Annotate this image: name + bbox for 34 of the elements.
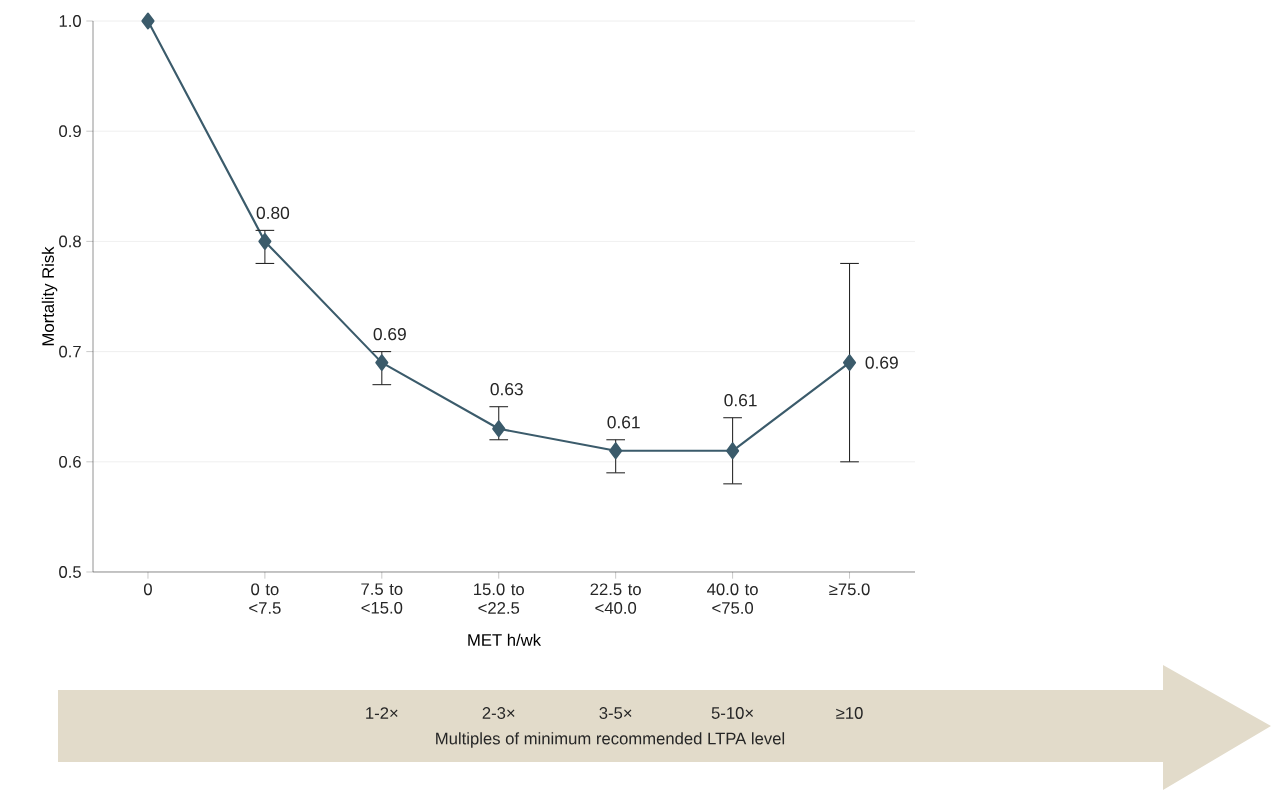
y-tick-label: 0.9 bbox=[59, 125, 81, 138]
text: Multiples of minimum recommended LTPA level bbox=[436, 732, 785, 748]
x-tick-label: 0 bbox=[143, 583, 152, 596]
x-tick-label: 7.5 to <15.0 bbox=[361, 583, 403, 614]
point bbox=[258, 233, 272, 250]
point bbox=[492, 420, 506, 438]
y-tick-label: 0.5 bbox=[59, 566, 81, 578]
y-tick-label: 1.0 bbox=[59, 15, 81, 27]
x-tick-label: 15.0 to <22.5 bbox=[474, 583, 524, 614]
point bbox=[141, 12, 155, 30]
x-tick-label: ≥75.0 bbox=[829, 583, 870, 596]
x-axis-title: MET h/wk bbox=[468, 633, 542, 646]
point bbox=[842, 354, 857, 372]
text: 1-2× bbox=[366, 707, 398, 719]
text: 2-3× bbox=[482, 707, 515, 719]
y-tick-label: 0.8 bbox=[59, 235, 81, 248]
data-label: 0.80 bbox=[256, 206, 290, 219]
point bbox=[609, 442, 623, 460]
point bbox=[375, 354, 389, 372]
text: 5-10× bbox=[711, 707, 753, 719]
y-axis-title: Mortality Risk bbox=[41, 246, 58, 346]
data-label: 0.69 bbox=[373, 327, 406, 341]
data-label: 0.69 bbox=[865, 356, 898, 369]
point bbox=[726, 442, 740, 460]
y-tick-label: 0.7 bbox=[59, 345, 81, 358]
text: ≥10 bbox=[836, 707, 863, 719]
data-label: 0.61 bbox=[607, 416, 640, 429]
x-tick-label: 40.0 to <75.0 bbox=[707, 583, 758, 614]
x-tick-label: 0 to <7.5 bbox=[249, 583, 281, 614]
data-label: 0.61 bbox=[724, 394, 757, 407]
y-tick-label: 0.6 bbox=[59, 455, 81, 468]
x-tick-label: 22.5 to <40.0 bbox=[590, 583, 641, 614]
text: 3-5× bbox=[599, 707, 632, 719]
data-label: 0.63 bbox=[490, 383, 523, 396]
